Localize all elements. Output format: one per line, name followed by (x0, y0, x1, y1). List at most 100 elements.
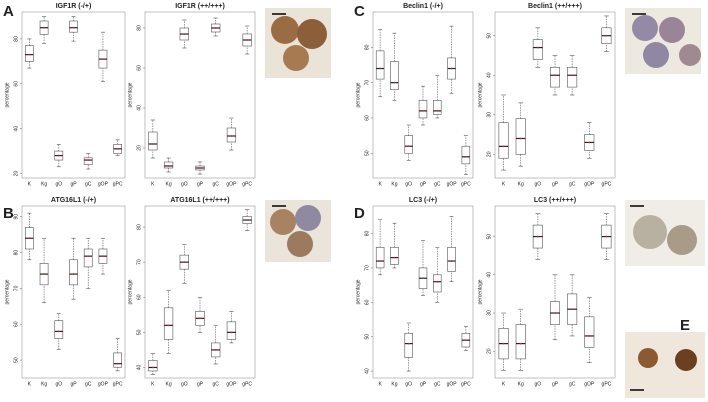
median-point (183, 33, 186, 35)
y-tick-label: 30 (486, 112, 492, 118)
median-point (393, 256, 396, 259)
x-tick-label: gC (213, 181, 220, 187)
plot-frame (21, 205, 126, 379)
chart-title: Beclin1 (++/+++) (528, 3, 582, 10)
median-point (605, 34, 608, 37)
median-point (407, 145, 410, 148)
y-tick-label: 50 (486, 33, 492, 39)
plot-frame (372, 205, 474, 379)
median-point (57, 154, 60, 157)
y-tick-label: 20 (486, 151, 492, 157)
box (515, 324, 526, 360)
x-tick-label: Kg (391, 381, 397, 387)
x-tick-label: Kg (518, 181, 524, 187)
box (148, 131, 158, 151)
panel-label: E (680, 317, 690, 334)
chart-title: LC3 (++/+++) (534, 197, 576, 204)
y-tick-label: 50 (136, 329, 142, 335)
x-tick-label: gPC (602, 381, 612, 387)
median-point (393, 81, 396, 84)
y-tick-label: 80 (364, 44, 370, 50)
y-tick-label: 60 (136, 294, 142, 300)
x-tick-label: gO (405, 381, 412, 387)
box (113, 352, 122, 368)
box (404, 135, 413, 154)
y-axis-label: percentage (477, 82, 483, 107)
y-tick-label: 60 (364, 115, 370, 121)
y-tick-label: 60 (13, 321, 19, 327)
y-axis-label: percentage (127, 279, 133, 304)
x-tick-label: Kg (166, 381, 172, 387)
x-tick-label: gP (420, 181, 427, 187)
median-point (167, 165, 170, 167)
x-tick-label: gP (552, 381, 559, 387)
median-point (72, 26, 75, 29)
y-tick-label: 70 (364, 265, 370, 271)
box (532, 39, 543, 60)
y-tick-label: 50 (364, 334, 370, 340)
median-point (151, 366, 154, 369)
x-tick-label: Kg (391, 181, 397, 187)
median-point (407, 342, 410, 345)
panel-label: B (3, 205, 14, 222)
box (390, 246, 399, 265)
median-point (588, 141, 591, 144)
median-point (536, 235, 539, 238)
y-tick-label: 70 (13, 285, 19, 291)
x-tick-label: gC (434, 181, 441, 187)
median-point (450, 67, 453, 70)
plot-frame (144, 11, 256, 179)
median-point (214, 349, 217, 351)
box (567, 67, 578, 88)
x-tick-label: gC (85, 381, 92, 387)
box (433, 99, 442, 115)
x-tick-label: gPC (242, 381, 252, 387)
y-tick-label: 60 (364, 299, 370, 305)
x-tick-label: gPC (113, 381, 123, 387)
y-tick-label: 50 (486, 234, 492, 240)
plot-frame (144, 205, 256, 379)
x-tick-label: gOP (447, 181, 458, 187)
median-point (519, 137, 522, 140)
x-tick-label: gOP (584, 181, 595, 187)
median-point (450, 260, 453, 262)
x-tick-label: gOP (447, 381, 458, 387)
median-point (72, 273, 75, 275)
box (163, 161, 174, 169)
x-tick-label: Kg (41, 381, 47, 387)
x-tick-label: K (378, 381, 382, 387)
median-point (502, 342, 505, 345)
median-point (422, 277, 424, 280)
box (461, 145, 471, 165)
chart-title: ATG16L1 (-/+) (51, 197, 96, 204)
panel-label: A (3, 3, 14, 20)
x-tick-label: gO (405, 181, 412, 187)
y-axis-label: percentage (355, 279, 361, 304)
median-point (102, 58, 104, 61)
x-tick-label: gPC (461, 181, 471, 187)
median-point (28, 53, 31, 56)
median-point (422, 109, 424, 112)
chart-title: LC3 (-/+) (409, 197, 437, 204)
micrograph (265, 8, 331, 78)
box (584, 316, 595, 348)
y-tick-label: 80 (136, 224, 142, 230)
median-point (43, 273, 45, 275)
y-tick-label: 90 (13, 214, 19, 220)
x-tick-label: gP (420, 381, 427, 387)
median-point (199, 317, 201, 320)
median-point (183, 261, 186, 264)
x-tick-label: gC (569, 381, 576, 387)
y-axis-label: percentage (477, 279, 483, 304)
median-point (167, 324, 170, 327)
median-point (571, 74, 574, 77)
y-tick-label: 30 (486, 310, 492, 316)
median-point (464, 155, 467, 158)
y-tick-label: 70 (364, 80, 370, 86)
box (433, 274, 442, 293)
median-point (554, 74, 556, 77)
median-point (554, 312, 556, 314)
box (69, 259, 78, 286)
y-tick-label: 60 (136, 65, 142, 71)
